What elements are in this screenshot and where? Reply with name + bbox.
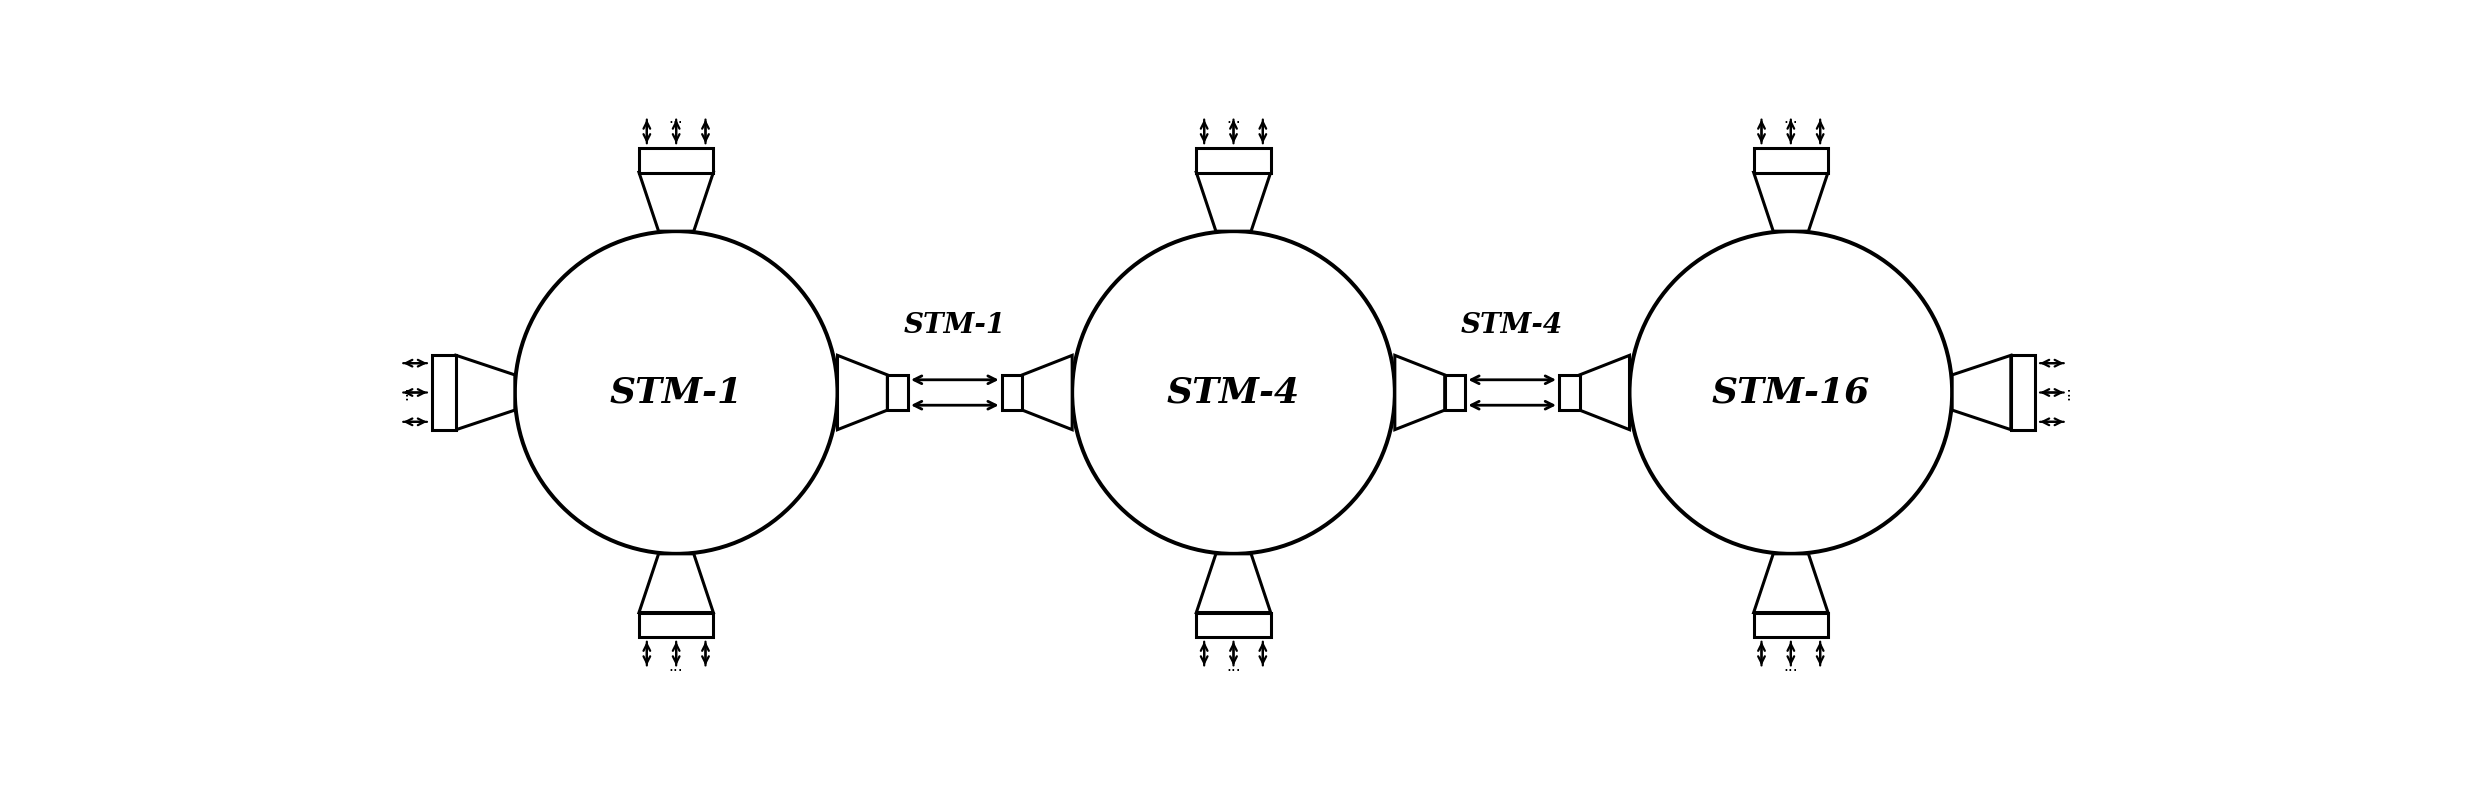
Circle shape xyxy=(1631,231,1951,554)
Text: ...: ... xyxy=(395,385,410,400)
Text: STM-4: STM-4 xyxy=(1460,312,1564,338)
Polygon shape xyxy=(432,356,456,429)
Circle shape xyxy=(516,231,836,554)
Polygon shape xyxy=(1559,375,1579,410)
Polygon shape xyxy=(1446,375,1465,410)
Text: ...: ... xyxy=(1784,111,1798,126)
Polygon shape xyxy=(1754,612,1828,637)
Polygon shape xyxy=(1951,356,2011,429)
Polygon shape xyxy=(1754,173,1828,231)
Polygon shape xyxy=(1002,375,1021,410)
Polygon shape xyxy=(1754,554,1828,612)
Text: ...: ... xyxy=(2057,385,2072,400)
Circle shape xyxy=(1073,231,1394,554)
Polygon shape xyxy=(836,356,888,429)
Text: ...: ... xyxy=(1784,659,1798,674)
Polygon shape xyxy=(639,612,713,637)
Polygon shape xyxy=(456,356,516,429)
Text: ...: ... xyxy=(669,659,683,674)
Text: STM-4: STM-4 xyxy=(1167,375,1300,410)
Text: ...: ... xyxy=(669,111,683,126)
Polygon shape xyxy=(888,375,908,410)
Text: STM-1: STM-1 xyxy=(609,375,743,410)
Polygon shape xyxy=(2011,356,2035,429)
Polygon shape xyxy=(1196,554,1271,612)
Polygon shape xyxy=(1754,148,1828,173)
Polygon shape xyxy=(1196,148,1271,173)
Text: ...: ... xyxy=(1226,659,1241,674)
Polygon shape xyxy=(1394,356,1446,429)
Polygon shape xyxy=(1196,173,1271,231)
Polygon shape xyxy=(639,148,713,173)
Polygon shape xyxy=(1021,356,1073,429)
Text: STM-1: STM-1 xyxy=(903,312,1007,338)
Text: ...: ... xyxy=(1226,111,1241,126)
Polygon shape xyxy=(639,554,713,612)
Polygon shape xyxy=(639,173,713,231)
Polygon shape xyxy=(1196,612,1271,637)
Text: STM-16: STM-16 xyxy=(1712,375,1870,410)
Polygon shape xyxy=(1579,356,1631,429)
